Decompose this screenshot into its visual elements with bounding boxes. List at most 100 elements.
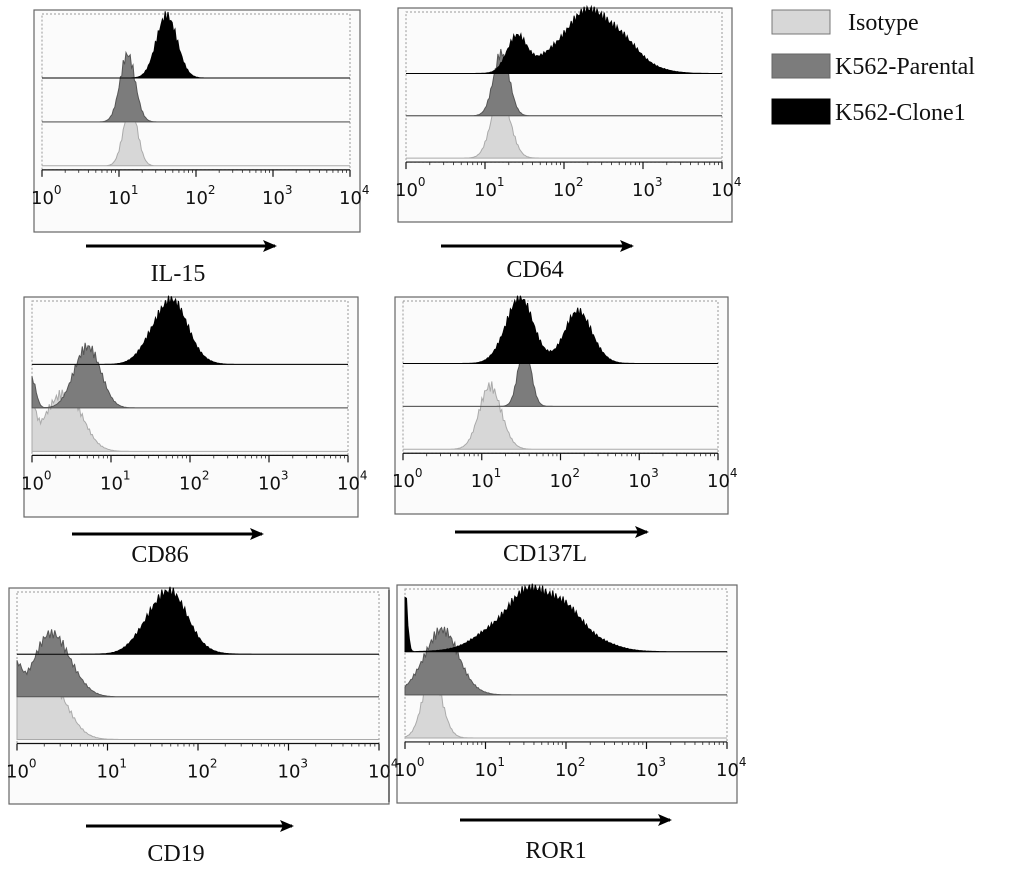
tick-exponent: 3 — [285, 183, 293, 197]
tick-base: 10 — [100, 473, 123, 494]
tick-exponent: 0 — [417, 755, 425, 769]
tick-label: 101 — [474, 175, 505, 201]
marker-label-il-15: IL-15 — [151, 261, 206, 287]
tick-label: 101 — [471, 466, 502, 492]
tick-label: 102 — [555, 755, 586, 781]
tick-base: 10 — [337, 473, 360, 494]
tick-label: 104 — [339, 183, 370, 209]
marker-label-cd64: CD64 — [506, 257, 563, 283]
tick-base: 10 — [632, 180, 655, 201]
tick-label: 101 — [97, 757, 128, 783]
tick-exponent: 2 — [578, 755, 586, 769]
tick-base: 10 — [185, 188, 208, 209]
tick-exponent: 4 — [739, 755, 747, 769]
tick-base: 10 — [108, 188, 131, 209]
tick-label: 100 — [6, 757, 37, 783]
tick-base: 10 — [339, 188, 362, 209]
tick-label: 101 — [108, 183, 139, 209]
legend-label-k562-clone1: K562-Clone1 — [835, 100, 966, 126]
tick-label: 104 — [337, 468, 368, 494]
histogram-k562-clone1 — [32, 295, 348, 365]
tick-label: 103 — [258, 468, 289, 494]
legend-item-k562-parental: K562-Parental — [771, 53, 975, 80]
histogram-isotype — [404, 669, 727, 739]
tick-base: 10 — [394, 760, 417, 781]
tick-base: 10 — [278, 762, 301, 783]
tick-base: 10 — [474, 180, 497, 201]
tick-base: 10 — [711, 180, 734, 201]
tick-exponent: 0 — [418, 175, 426, 189]
legend-swatch-isotype — [771, 9, 831, 35]
tick-base: 10 — [555, 760, 578, 781]
tick-base: 10 — [179, 473, 202, 494]
tick-exponent: 3 — [300, 757, 308, 771]
tick-label: 104 — [716, 755, 747, 781]
histogram-k562-clone1 — [406, 4, 722, 74]
histogram-k562-parental — [31, 342, 348, 409]
tick-base: 10 — [258, 473, 281, 494]
tick-label: 104 — [707, 466, 738, 492]
tick-exponent: 1 — [119, 757, 127, 771]
tick-exponent: 0 — [44, 468, 52, 482]
tick-exponent: 4 — [734, 175, 742, 189]
tick-exponent: 3 — [281, 468, 289, 482]
tick-exponent: 0 — [54, 183, 62, 197]
tick-base: 10 — [475, 760, 498, 781]
panel-frame — [394, 296, 729, 515]
marker-label-cd137l: CD137L — [503, 541, 587, 567]
tick-label: 103 — [636, 755, 667, 781]
legend: Isotype K562-Parental K562-Clone1 — [771, 9, 975, 126]
tick-base: 10 — [636, 760, 659, 781]
histogram-k562-clone1 — [404, 583, 727, 653]
histogram-isotype — [42, 101, 350, 167]
legend-label-isotype: Isotype — [848, 10, 919, 36]
tick-exponent: 1 — [123, 468, 131, 482]
histogram-k562-clone1 — [403, 295, 718, 364]
tick-base: 10 — [550, 471, 573, 492]
tick-label: 101 — [100, 468, 131, 494]
legend-swatch-k562-clone1 — [771, 98, 831, 125]
histogram-k562-clone1 — [17, 586, 379, 655]
tick-exponent: 1 — [497, 755, 505, 769]
marker-label-ror1: ROR1 — [525, 838, 586, 864]
tick-label: 103 — [262, 183, 293, 209]
panel-frame — [33, 9, 361, 233]
histogram-isotype — [31, 389, 348, 452]
tick-exponent: 2 — [572, 466, 580, 480]
tick-label: 102 — [550, 466, 581, 492]
histogram-k562-parental — [403, 340, 718, 407]
tick-exponent: 1 — [497, 175, 505, 189]
tick-label: 102 — [187, 757, 218, 783]
tick-label: 103 — [628, 466, 659, 492]
tick-base: 10 — [21, 473, 44, 494]
tick-label: 100 — [21, 468, 52, 494]
tick-base: 10 — [716, 760, 739, 781]
plot-area — [16, 591, 380, 745]
tick-exponent: 1 — [131, 183, 139, 197]
tick-exponent: 4 — [391, 757, 399, 771]
tick-label: 100 — [395, 175, 426, 201]
tick-label: 103 — [632, 175, 663, 201]
histogram-k562-parental — [406, 48, 722, 117]
tick-base: 10 — [97, 762, 120, 783]
tick-base: 10 — [553, 180, 576, 201]
tick-base: 10 — [395, 180, 418, 201]
tick-base: 10 — [187, 762, 210, 783]
tick-exponent: 0 — [415, 466, 423, 480]
tick-label: 103 — [278, 757, 309, 783]
histogram-isotype — [16, 671, 379, 740]
tick-exponent: 3 — [658, 755, 666, 769]
tick-exponent: 2 — [208, 183, 216, 197]
plot-area — [404, 588, 728, 743]
tick-exponent: 2 — [202, 468, 210, 482]
tick-exponent: 0 — [29, 757, 37, 771]
tick-base: 10 — [628, 471, 651, 492]
tick-label: 102 — [185, 183, 216, 209]
tick-base: 10 — [31, 188, 54, 209]
